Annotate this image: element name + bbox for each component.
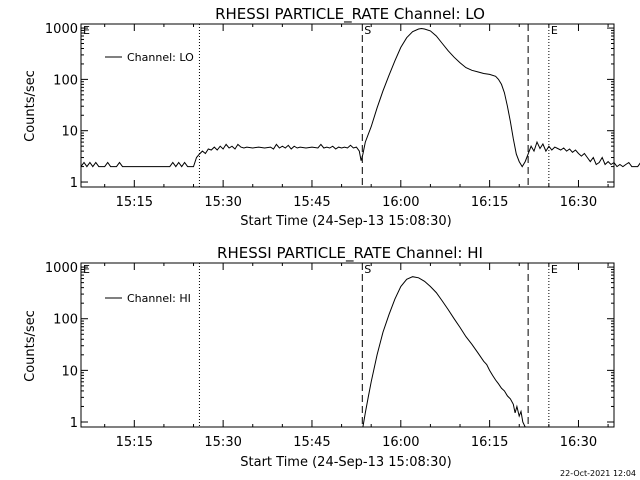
legend-label: Channel: HI xyxy=(127,292,191,305)
series-line-hi xyxy=(362,276,526,428)
x-axis-label: Start Time (24-Sep-13 15:08:30) xyxy=(240,214,451,229)
x-tick-label: 15:45 xyxy=(293,195,330,210)
x-ticks: 15:15 15:30 15:45 16:00 16:15 16:30 xyxy=(104,263,609,450)
marker-label: S xyxy=(364,24,371,37)
x-tick-label: 15:30 xyxy=(204,435,241,450)
chart-title: RHESSI PARTICLE_RATE Channel: LO xyxy=(215,5,485,24)
x-tick-label: 15:45 xyxy=(293,435,330,450)
generated-timestamp: 22-Oct-2021 12:04 xyxy=(560,469,636,478)
marker-label: E xyxy=(551,24,558,37)
chart-title: RHESSI PARTICLE_RATE Channel: HI xyxy=(217,244,483,263)
y-tick-label: 100 xyxy=(53,313,78,328)
x-axis-label: Start Time (24-Sep-13 15:08:30) xyxy=(240,455,451,470)
x-tick-label: 16:15 xyxy=(471,435,508,450)
y-tick-label: 10 xyxy=(61,125,78,140)
y-tick-label: 1 xyxy=(70,176,78,191)
y-tick-label: 1000 xyxy=(45,22,78,37)
plot-frame xyxy=(80,262,615,428)
y-tick-label: 10 xyxy=(61,364,78,379)
x-ticks: 15:15 15:30 15:45 16:00 16:15 16:30 xyxy=(104,24,609,210)
y-tick-label: 100 xyxy=(53,73,78,88)
y-axis-label: Counts/sec xyxy=(23,310,38,382)
legend-label: Channel: LO xyxy=(127,51,194,64)
x-tick-label: 15:30 xyxy=(204,195,241,210)
x-tick-label: 16:15 xyxy=(471,195,508,210)
x-tick-label: 16:30 xyxy=(560,435,597,450)
chart-hi: RHESSI PARTICLE_RATE Channel: HI Counts/… xyxy=(23,244,615,470)
x-tick-label: 16:30 xyxy=(560,195,597,210)
marker-label: E xyxy=(83,24,90,37)
marker-label: E xyxy=(83,263,90,276)
y-tick-label: 1000 xyxy=(45,261,78,276)
y-axis-label: Counts/sec xyxy=(23,70,38,142)
chart-lo: RHESSI PARTICLE_RATE Channel: LO Counts/… xyxy=(23,5,640,229)
marker-label: S xyxy=(364,263,371,276)
x-tick-label: 15:15 xyxy=(116,195,153,210)
x-tick-label: 16:00 xyxy=(382,195,419,210)
y-ticks: 1 10 100 1000 xyxy=(45,261,614,431)
x-tick-label: 15:15 xyxy=(116,435,153,450)
x-tick-label: 16:00 xyxy=(382,435,419,450)
y-tick-label: 1 xyxy=(70,416,78,431)
marker-label: E xyxy=(551,263,558,276)
y-ticks: 1 10 100 1000 xyxy=(45,22,614,191)
plot-frame xyxy=(80,23,615,188)
series-line-lo xyxy=(80,27,640,168)
